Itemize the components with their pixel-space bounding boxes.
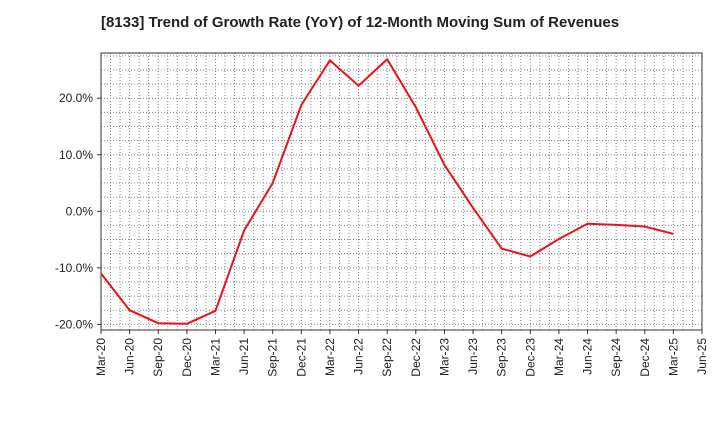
x-tick-label: Jun-20 bbox=[123, 338, 137, 375]
x-tick-label: Sep-23 bbox=[495, 338, 509, 377]
x-tick-label: Dec-22 bbox=[409, 338, 423, 377]
x-tick-label: Dec-23 bbox=[523, 338, 537, 377]
chart-title: [8133] Trend of Growth Rate (YoY) of 12-… bbox=[100, 14, 620, 31]
x-tick-label: Sep-24 bbox=[609, 338, 623, 377]
x-tick-label: Mar-20 bbox=[94, 338, 108, 376]
x-tick-label: Jun-22 bbox=[352, 338, 366, 375]
y-tick-label: 20.0% bbox=[59, 91, 93, 105]
x-tick-label: Jun-24 bbox=[581, 338, 595, 375]
x-tick-label: Mar-25 bbox=[666, 338, 680, 376]
x-axis-ticks: Mar-20 Jun-20 Sep-20 Dec-20 Mar-21 Jun-21 Sep-… bbox=[94, 330, 709, 377]
series-line bbox=[100, 58, 674, 325]
series-group bbox=[100, 58, 674, 325]
x-tick-label: Jun-23 bbox=[466, 338, 480, 375]
plot-frame bbox=[100, 52, 703, 331]
x-tick-label: Sep-20 bbox=[151, 338, 165, 377]
x-tick-label: Mar-23 bbox=[437, 338, 451, 376]
x-tick-label: Jun-21 bbox=[237, 338, 251, 375]
x-tick-label: Mar-24 bbox=[552, 338, 566, 376]
x-tick-label: Sep-22 bbox=[380, 338, 394, 377]
grid-lines bbox=[101, 53, 702, 330]
y-tick-label: 10.0% bbox=[59, 148, 93, 162]
x-tick-label: Dec-20 bbox=[180, 338, 194, 377]
x-tick-label: Dec-24 bbox=[638, 338, 652, 377]
y-axis-ticks: 20.0% 10.0% 0.0% -10.0% -20.0% bbox=[55, 91, 101, 331]
y-tick-label: -10.0% bbox=[55, 261, 93, 275]
x-tick-label: Mar-21 bbox=[208, 338, 222, 376]
x-tick-label: Jun-25 bbox=[695, 338, 709, 375]
x-tick-label: Dec-21 bbox=[294, 338, 308, 377]
y-tick-label: -20.0% bbox=[55, 317, 93, 331]
y-tick-label: 0.0% bbox=[66, 204, 94, 218]
x-tick-label: Sep-21 bbox=[266, 338, 280, 377]
x-tick-label: Mar-22 bbox=[323, 338, 337, 376]
